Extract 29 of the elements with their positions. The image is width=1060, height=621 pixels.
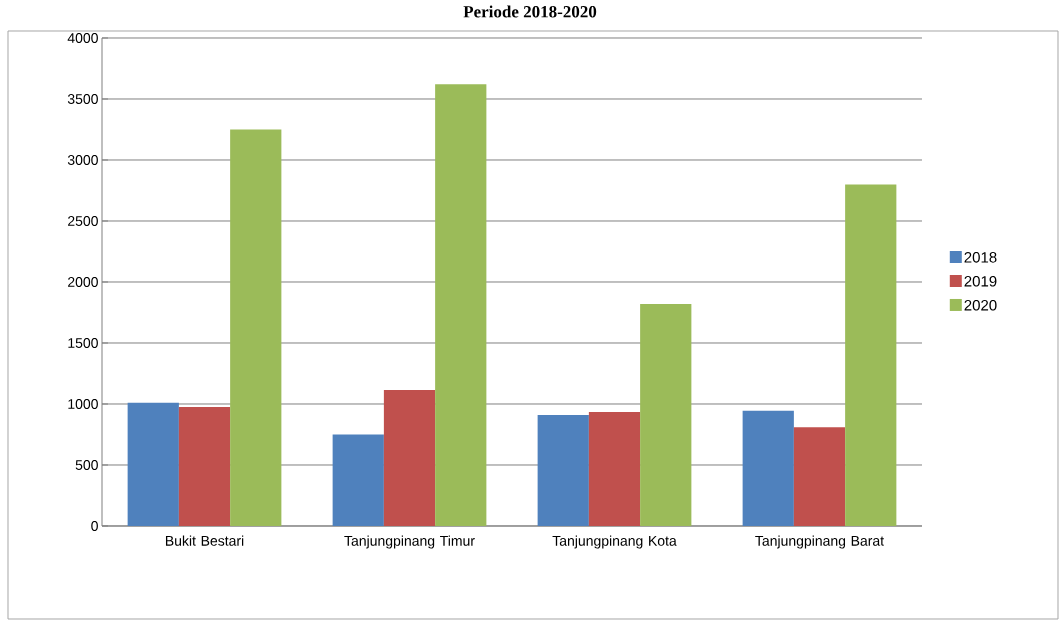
bar [588,411,641,526]
y-tick-label: 3500 [67,94,98,104]
y-tick-label: 500 [75,460,98,470]
x-tick-label: Tanjungpinang Barat [755,535,884,549]
y-tick-label: 3000 [67,155,98,165]
legend-label: 2020 [964,299,997,311]
y-tick-label: 0 [91,521,98,531]
x-tick-label: Bukit Bestari [165,535,244,546]
chart-title: Periode 2018-2020 [463,5,597,18]
bar [435,84,487,526]
bar [332,434,384,526]
bar [537,414,589,526]
legend-label: 2018 [964,252,997,263]
x-tick-label: Tanjungpinang Kota [552,535,677,549]
y-tick-label: 1000 [68,399,98,409]
bar [383,389,436,526]
bar [640,303,692,526]
bar [127,402,179,526]
bar [845,184,897,526]
bar [230,129,282,526]
y-tick-label: 1500 [68,338,98,348]
y-tick-label: 2500 [68,216,98,226]
bar [742,410,794,526]
x-tick-label: Tanjungpinang Timur [344,535,475,549]
y-tick-label: 4000 [67,33,98,43]
bar [793,427,846,526]
legend-label: 2019 [964,276,997,287]
bar [178,407,231,526]
y-tick-label: 2000 [68,277,98,287]
